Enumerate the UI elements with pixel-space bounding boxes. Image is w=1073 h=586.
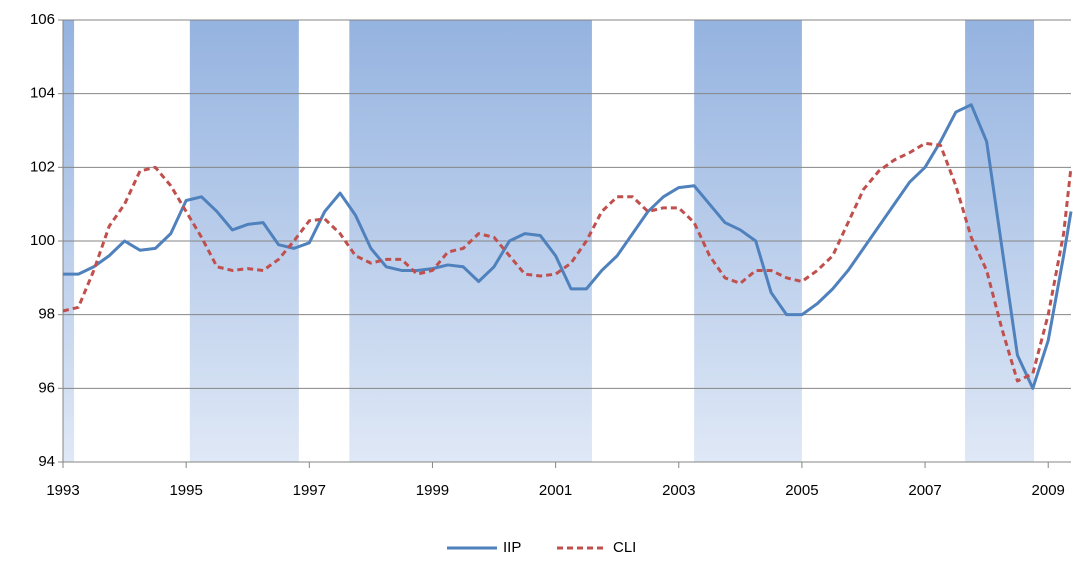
- x-tick-label: 2009: [1032, 482, 1065, 499]
- legend-label: CLI: [613, 539, 636, 556]
- y-tick-label: 106: [30, 11, 55, 28]
- y-tick-label: 94: [38, 453, 55, 470]
- legend-label: IIP: [503, 539, 521, 556]
- series-line: [62, 141, 1073, 383]
- y-tick-label: 104: [30, 85, 55, 102]
- y-tick-label: 96: [38, 379, 55, 396]
- series-line: [63, 103, 1073, 390]
- x-tick-label: 1995: [169, 482, 202, 499]
- y-tick-label: 100: [30, 232, 55, 249]
- y-tick-label: 102: [30, 158, 55, 175]
- x-tick-label: 2005: [785, 482, 818, 499]
- x-tick-label: 2003: [662, 482, 695, 499]
- x-tick-label: 1993: [46, 482, 79, 499]
- x-tick-label: 1999: [416, 482, 449, 499]
- x-tick-label: 2007: [908, 482, 941, 499]
- x-tick-label: 1997: [293, 482, 326, 499]
- x-tick-label: 2001: [539, 482, 572, 499]
- y-tick-label: 98: [38, 306, 55, 323]
